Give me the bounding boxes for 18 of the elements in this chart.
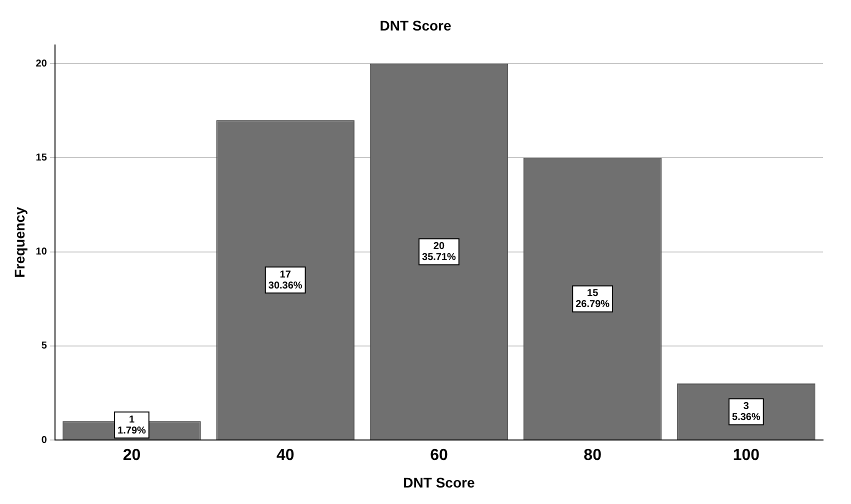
x-tick-label: 40 [276,447,294,464]
y-tick-label: 15 [36,152,48,164]
y-tick-label: 0 [41,434,48,446]
y-tick-label: 5 [41,340,48,352]
data-label: 17 30.36% [268,269,302,292]
data-label: 15 26.79% [576,288,610,310]
x-tick-label: 60 [430,447,448,464]
y-tick-label: 10 [36,246,48,258]
data-label: 1 1.79% [118,414,146,436]
y-axis-title: Frequency [11,206,28,278]
x-tick-label: 100 [732,447,760,464]
chart-title: DNT Score [380,17,452,34]
x-axis-title: DNT Score [403,474,475,490]
y-tick-label: 20 [36,58,48,70]
x-tick-label: 80 [584,447,602,464]
data-label: 3 5.36% [732,401,760,424]
data-label: 20 35.71% [422,241,456,264]
x-tick-label: 20 [122,447,141,464]
